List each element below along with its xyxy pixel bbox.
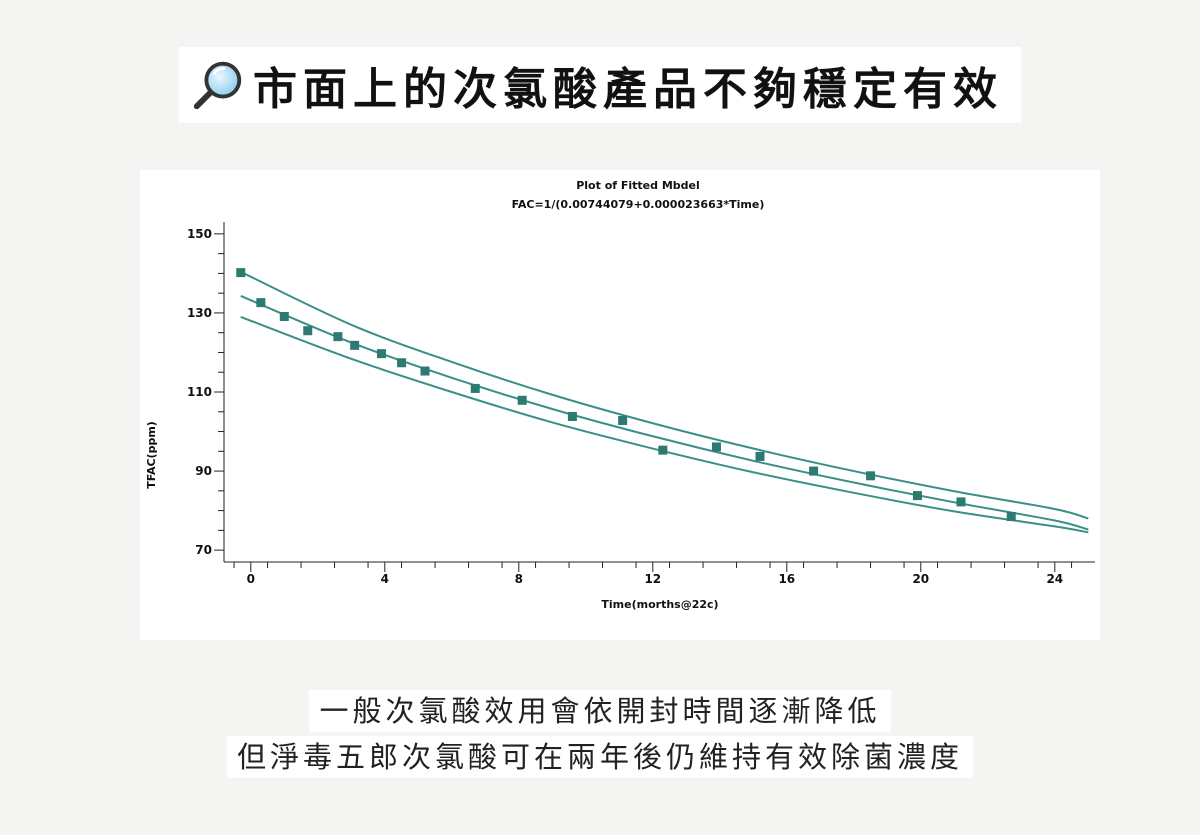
data-point (755, 451, 765, 461)
data-point (350, 340, 360, 350)
data-point (279, 311, 289, 321)
fitted-curves (240, 270, 1089, 534)
chart-subtitle: FAC=1/(0.00744079+0.000023663*Time) (512, 198, 765, 211)
data-point (256, 298, 266, 308)
caption-text-2: 但淨毒五郎次氯酸可在兩年後仍維持有效除菌濃度 (226, 736, 973, 778)
y-tick-label: 110 (187, 385, 212, 399)
x-tick-label: 16 (778, 572, 795, 586)
data-point (303, 326, 313, 336)
data-point (711, 442, 721, 452)
data-point (517, 395, 527, 405)
data-point (470, 383, 480, 393)
data-point (1006, 512, 1016, 522)
header: 市面上的次氯酸產品不夠穩定有效 (0, 40, 1200, 130)
axes: 70 90 110 130 150 0 4 8 12 16 20 24 (187, 222, 1095, 586)
data-point (567, 412, 577, 422)
data-point (618, 415, 628, 425)
data-point (420, 366, 430, 376)
x-tick-label: 24 (1046, 572, 1063, 586)
x-tick-label: 12 (644, 572, 661, 586)
data-points (236, 268, 1016, 522)
title-box: 市面上的次氯酸產品不夠穩定有效 (179, 47, 1021, 123)
data-point (866, 471, 876, 481)
page-title: 市面上的次氯酸產品不夠穩定有效 (253, 64, 1003, 115)
data-point (658, 445, 668, 455)
chart-title: Plot of Fitted Mbdel (576, 179, 700, 192)
y-axis-label: TFAC(ppm) (145, 421, 158, 489)
data-point (397, 358, 407, 368)
data-point (956, 497, 966, 507)
x-tick-label: 20 (912, 572, 929, 586)
x-tick-label: 4 (381, 572, 389, 586)
data-point (333, 332, 343, 342)
magnifier-icon (193, 61, 242, 110)
data-point (376, 349, 386, 359)
caption-line-2: 但淨毒五郎次氯酸可在兩年後仍維持有效除菌濃度 (0, 734, 1200, 778)
y-tick-label: 150 (187, 227, 212, 241)
chart-panel: Plot of Fitted Mbdel FAC=1/(0.00744079+0… (140, 170, 1100, 640)
data-point (236, 268, 246, 278)
data-point (912, 491, 922, 501)
data-point (809, 466, 819, 476)
caption-line-1: 一般次氯酸效用會依開封時間逐漸降低 (0, 688, 1200, 732)
y-tick-label: 130 (187, 306, 212, 320)
fitted-curve-1 (240, 270, 1089, 520)
y-tick-label: 70 (195, 543, 212, 557)
y-tick-label: 90 (195, 464, 212, 478)
x-tick-label: 0 (247, 572, 255, 586)
x-axis-label: Time(morths@22c) (601, 598, 718, 611)
fitted-curve-3 (240, 315, 1089, 534)
x-tick-label: 8 (515, 572, 523, 586)
fitted-model-chart: Plot of Fitted Mbdel FAC=1/(0.00744079+0… (145, 179, 1095, 611)
caption-text-1: 一般次氯酸效用會依開封時間逐漸降低 (309, 690, 891, 732)
